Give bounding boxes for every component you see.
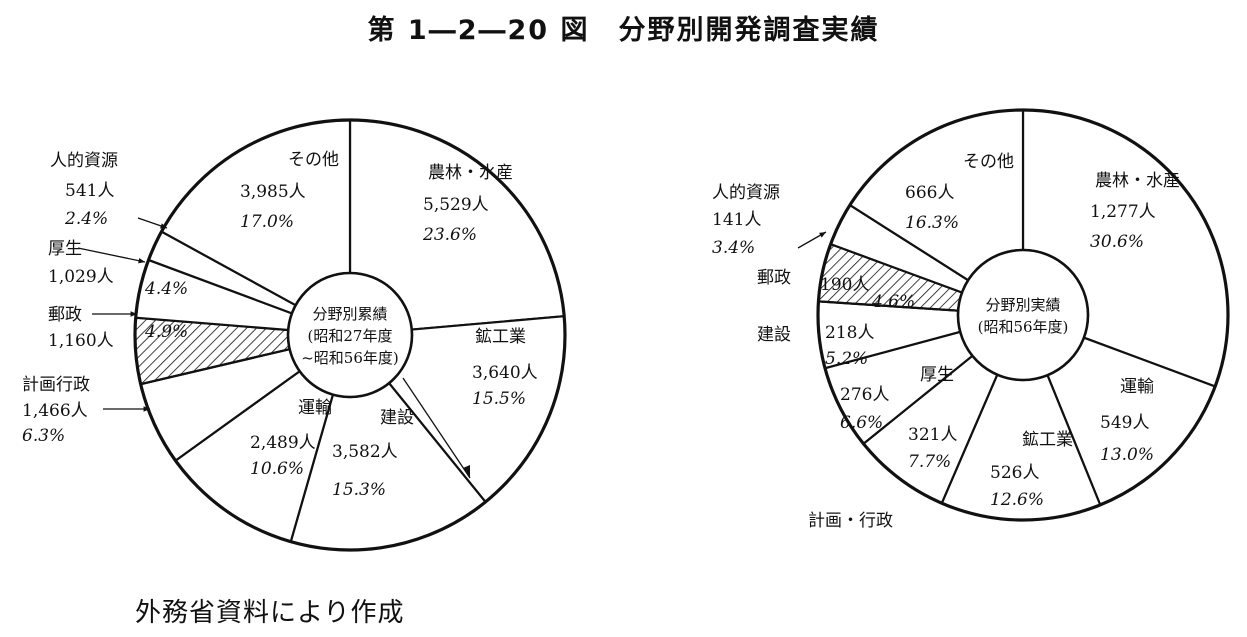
pie1-slice-7-count: 541人 <box>65 181 114 201</box>
pie1-slice-7-arrowhead <box>160 223 167 229</box>
pie2-center-circle <box>956 248 1090 382</box>
pie1-slice-1-count: 3,640人 <box>472 363 538 383</box>
pie2-center-label-1: (昭和56年度) <box>978 318 1069 336</box>
pie2-slice-5-percent: 5.2% <box>825 349 868 369</box>
pie1-center-label-1: (昭和27年度 <box>308 327 393 345</box>
pie1-slice-2-label: 建設 <box>380 408 414 428</box>
pie2-slice-3-label: 計画・行政 <box>808 511 893 531</box>
pie1-slice-2-percent: 15.3% <box>332 480 386 500</box>
pie2-slice-0-percent: 30.6% <box>1090 232 1144 252</box>
pie1-slice-1-label: 鉱工業 <box>475 327 526 347</box>
pie1-slice-5-count: 1,160人 <box>48 331 114 351</box>
pie2-slice-0-label: 農林・水産 <box>1095 171 1180 191</box>
pie2-slice-6-percent: 4.6% <box>871 292 915 312</box>
pie2-slice-8-label: その他 <box>963 152 1014 172</box>
pie2-outline <box>816 108 1230 522</box>
pie2-slice-7-percent: 3.4% <box>712 238 755 258</box>
pie2-slice-6-count: 190人 <box>820 275 869 295</box>
pie1-slice-4-count: 1,466人 <box>22 401 88 421</box>
source-note: 外務省資料により作成 <box>135 598 405 628</box>
pie1-slice-4-arrowhead <box>143 406 150 412</box>
pie2-slice-1-count: 549人 <box>1100 413 1149 433</box>
pie2-slice-7-arrowhead <box>819 232 826 238</box>
pie1-slice-8-percent: 17.0% <box>240 212 294 232</box>
pie1-slice-4-percent: 6.3% <box>22 426 65 446</box>
pie1-construction-arrowhead <box>463 465 470 478</box>
pie1-slice-0-label: 農林・水産 <box>428 163 513 183</box>
pie2-slice-3-count: 321人 <box>908 425 957 445</box>
pie1-slice-6-leader <box>77 247 146 263</box>
pie1-slice-0-percent: 23.6% <box>422 225 477 245</box>
pie2-center-label-0: 分野別実績 <box>985 296 1060 314</box>
pie1-center-label-0: 分野別累績 <box>312 305 387 323</box>
pie2-slice-5-count: 218人 <box>825 323 874 343</box>
pie2-slice-2-count: 526人 <box>990 463 1039 483</box>
pie1-slice-5-arrowhead <box>130 311 137 317</box>
pie1-slice-3-label: 運輸 <box>298 398 332 418</box>
pie1-slice-5-percent: 4.9% <box>144 322 188 342</box>
pie1-slice-7-label: 人的資源 <box>50 151 118 171</box>
pie1-slice-1-percent: 15.5% <box>472 389 526 409</box>
pie2-slice-1-percent: 13.0% <box>1100 445 1154 465</box>
pie1-outline <box>133 118 567 552</box>
pie1-center-label-2: ~昭和56年度) <box>301 349 399 367</box>
pie2-slice-2-label: 鉱工業 <box>1022 430 1073 450</box>
pie2-slice-4-label: 厚生 <box>920 365 954 385</box>
pie1-slice-0-count: 5,529人 <box>423 195 489 215</box>
pie1-slice-8-label: その他 <box>288 150 339 170</box>
pie2-slice-7-label: 人的資源 <box>712 183 780 203</box>
pie1-slice-2-count: 3,582人 <box>332 442 398 462</box>
pie2-slice-8-percent: 16.3% <box>905 213 959 233</box>
pie2-slice-4-percent: 6.6% <box>840 413 883 433</box>
pie1-slice-6-percent: 4.4% <box>144 279 188 299</box>
pie2-slice-6-label: 郵政 <box>757 268 791 288</box>
pie1-slice-8-count: 3,985人 <box>240 182 306 202</box>
pie1-slice-7-percent: 2.4% <box>64 209 108 229</box>
pie1-slice-6-arrowhead <box>138 258 145 264</box>
pie1-slice-6-count: 1,029人 <box>48 267 114 287</box>
pie1-slice-4-label: 計画行政 <box>22 375 90 395</box>
pie2-slice-4-count: 276人 <box>840 385 889 405</box>
pie1-slice-6-label: 厚生 <box>48 239 82 259</box>
pie2-slice-5-label: 建設 <box>757 325 791 345</box>
pie1-center-circle <box>286 271 414 399</box>
pie1-slice-3-count: 2,489人 <box>250 433 316 453</box>
pie1-slice-5-label: 郵政 <box>48 305 82 325</box>
pie2-slice-3-percent: 7.7% <box>908 452 951 472</box>
figure-title: 第 1―2―20 図 分野別開発調査実績 <box>367 15 880 46</box>
pie1-slice-3-percent: 10.6% <box>250 459 304 479</box>
pie2-slice-2-percent: 12.6% <box>990 490 1044 510</box>
pie2-slice-0-count: 1,277人 <box>1090 202 1156 222</box>
pie2-slice-1-label: 運輸 <box>1120 377 1154 397</box>
pie2-slice-8-count: 666人 <box>905 183 954 203</box>
pie2-slice-7-count: 141人 <box>712 210 761 230</box>
pie1-construction-leader <box>402 377 471 479</box>
